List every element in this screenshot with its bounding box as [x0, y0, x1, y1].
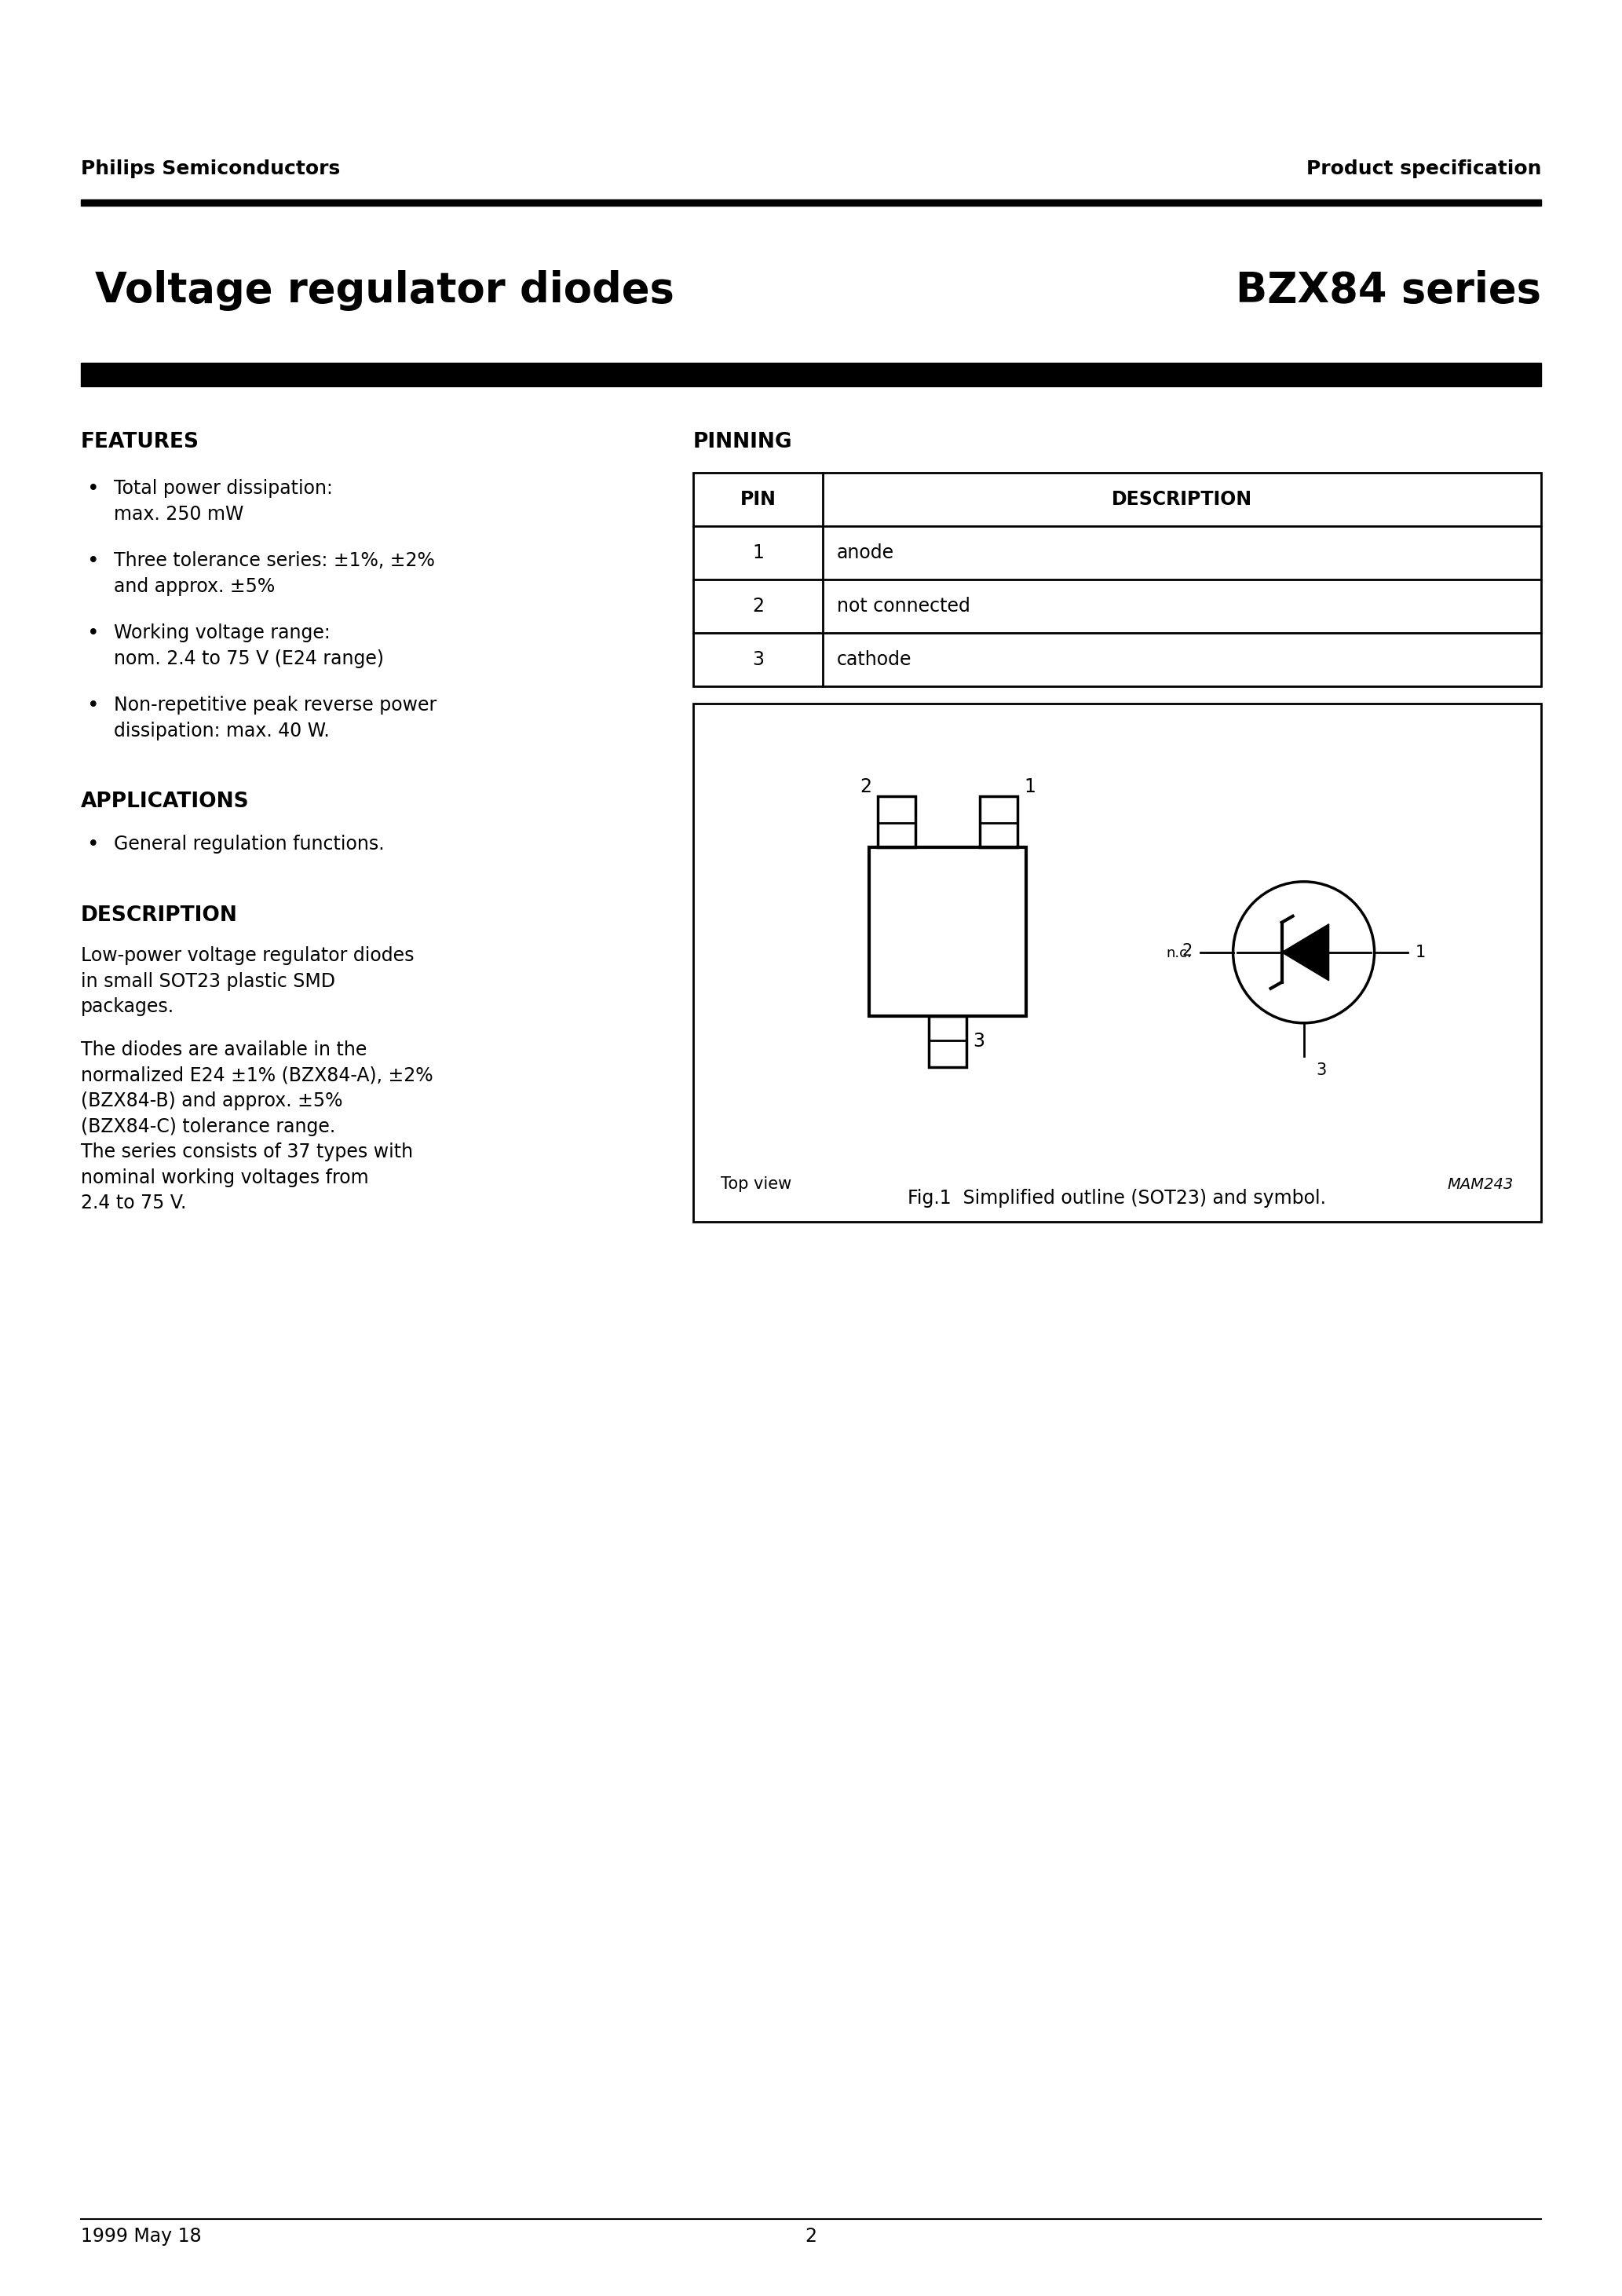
Text: Fig.1  Simplified outline (SOT23) and symbol.: Fig.1 Simplified outline (SOT23) and sym… [908, 1189, 1327, 1208]
Text: General regulation functions.: General regulation functions. [114, 836, 384, 854]
Text: MAM243: MAM243 [1447, 1178, 1513, 1192]
Text: •: • [88, 625, 99, 643]
Text: PIN: PIN [740, 489, 775, 510]
Bar [81, 200, 1541, 207]
Bar [693, 703, 1541, 1221]
Text: Low-power voltage regulator diodes
in small SOT23 plastic SMD
packages.: Low-power voltage regulator diodes in sm… [81, 946, 414, 1017]
Text: Philips Semiconductors: Philips Semiconductors [81, 158, 341, 179]
Text: The diodes are available in the
normalized E24 ±1% (BZX84-A), ±2%
(BZX84-B) and : The diodes are available in the normaliz… [81, 1040, 433, 1212]
Text: n.c.: n.c. [1166, 946, 1192, 960]
Text: Non-repetitive peak reverse power
dissipation: max. 40 W.: Non-repetitive peak reverse power dissip… [114, 696, 436, 739]
Text: BZX84 series: BZX84 series [1236, 271, 1541, 310]
Text: •: • [88, 696, 99, 716]
Text: 2: 2 [860, 778, 871, 797]
Text: 2: 2 [805, 2227, 817, 2245]
Text: 3: 3 [1317, 1063, 1327, 1077]
Polygon shape [1281, 923, 1328, 980]
Text: 1: 1 [753, 544, 764, 563]
Text: Product specification: Product specification [1306, 158, 1541, 179]
Text: cathode: cathode [837, 650, 912, 668]
Text: Voltage regulator diodes: Voltage regulator diodes [96, 271, 675, 310]
Text: Three tolerance series: ±1%, ±2%
and approx. ±5%: Three tolerance series: ±1%, ±2% and app… [114, 551, 435, 595]
Text: APPLICATIONS: APPLICATIONS [81, 792, 250, 813]
Text: 3: 3 [973, 1033, 985, 1052]
Text: anode: anode [837, 544, 894, 563]
Bar [929, 1017, 967, 1068]
Text: Top view: Top view [720, 1176, 792, 1192]
Text: •: • [88, 480, 99, 501]
Text: 1: 1 [1416, 944, 1426, 960]
Text: 1: 1 [1023, 778, 1035, 797]
Text: DESCRIPTION: DESCRIPTION [1111, 489, 1252, 510]
Text: not connected: not connected [837, 597, 970, 615]
Text: Total power dissipation:
max. 250 mW: Total power dissipation: max. 250 mW [114, 480, 333, 523]
Text: •: • [88, 836, 99, 854]
Text: FEATURES: FEATURES [81, 432, 200, 452]
Text: 2: 2 [753, 597, 764, 615]
Text: 1999 May 18: 1999 May 18 [81, 2227, 201, 2245]
Text: PINNING: PINNING [693, 432, 793, 452]
Text: 2: 2 [1182, 944, 1192, 960]
Bar [869, 847, 1027, 1017]
Text: Working voltage range:
nom. 2.4 to 75 V (E24 range): Working voltage range: nom. 2.4 to 75 V … [114, 625, 384, 668]
Bar [878, 797, 915, 847]
Text: DESCRIPTION: DESCRIPTION [81, 905, 238, 925]
Bar [693, 473, 1541, 687]
Bar [980, 797, 1017, 847]
Text: •: • [88, 551, 99, 572]
Bar [81, 363, 1541, 386]
Text: 3: 3 [753, 650, 764, 668]
